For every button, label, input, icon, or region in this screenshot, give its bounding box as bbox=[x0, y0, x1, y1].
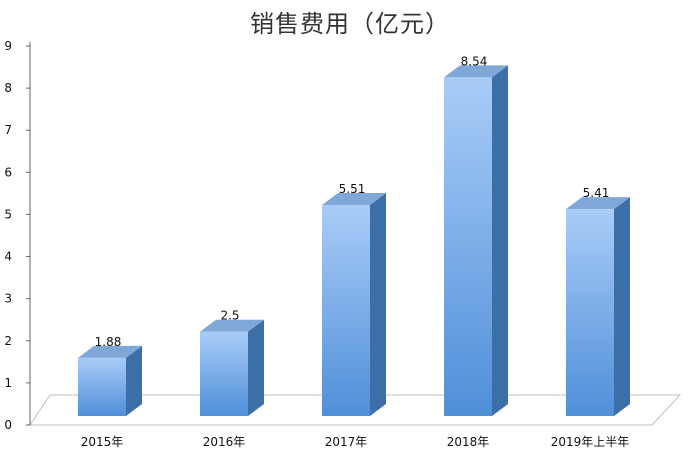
bar bbox=[566, 197, 630, 416]
bar bbox=[444, 65, 508, 417]
data-label: 2.5 bbox=[220, 309, 239, 323]
y-tick-label: 3 bbox=[4, 292, 12, 306]
bar-side bbox=[126, 345, 142, 416]
bar-top bbox=[566, 197, 630, 210]
data-label: 5.41 bbox=[583, 186, 610, 200]
bar-top bbox=[78, 345, 142, 358]
bar-front bbox=[566, 209, 614, 416]
x-tick-label: 2018年 bbox=[447, 435, 490, 449]
y-tick-label: 7 bbox=[4, 123, 12, 137]
x-tick-label: 2016年 bbox=[203, 435, 246, 449]
bars bbox=[78, 65, 630, 417]
bar-side bbox=[492, 65, 508, 417]
x-tick-label: 2017年 bbox=[325, 435, 368, 449]
bar-front bbox=[444, 77, 492, 417]
bar bbox=[200, 319, 264, 416]
y-tick-label: 4 bbox=[4, 250, 12, 264]
bar bbox=[322, 192, 386, 416]
bar-front bbox=[78, 357, 126, 416]
y-tick-label: 8 bbox=[4, 81, 12, 95]
bar bbox=[78, 345, 142, 416]
bar-front bbox=[200, 331, 248, 416]
y-tick-label: 5 bbox=[4, 207, 12, 221]
bar-top bbox=[322, 192, 386, 205]
y-tick-label: 2 bbox=[4, 334, 12, 348]
y-axis: 0 1 2 3 4 5 6 7 8 9 bbox=[4, 39, 31, 432]
bar-top bbox=[444, 65, 508, 78]
data-label: 5.51 bbox=[339, 182, 366, 196]
bar-side bbox=[248, 319, 264, 416]
y-tick-label: 6 bbox=[4, 165, 12, 179]
y-tick-label: 0 bbox=[4, 418, 12, 432]
bar-side bbox=[370, 192, 386, 416]
y-tick-label: 1 bbox=[4, 376, 12, 390]
data-labels: 1.88 2.5 5.51 8.54 5.41 bbox=[95, 54, 610, 348]
y-tick-label: 9 bbox=[4, 39, 12, 53]
data-label: 1.88 bbox=[95, 335, 122, 349]
data-label: 8.54 bbox=[461, 54, 488, 68]
bar-top bbox=[200, 319, 264, 332]
chart-title: 销售费用（亿元） bbox=[250, 10, 450, 38]
x-tick-label: 2015年 bbox=[81, 435, 124, 449]
x-tick-label: 2019年上半年 bbox=[551, 435, 630, 449]
x-axis-ticks: 2015年 2016年 2017年 2018年 2019年上半年 bbox=[81, 435, 630, 449]
bar-side bbox=[614, 197, 630, 416]
bar-front bbox=[322, 204, 370, 416]
